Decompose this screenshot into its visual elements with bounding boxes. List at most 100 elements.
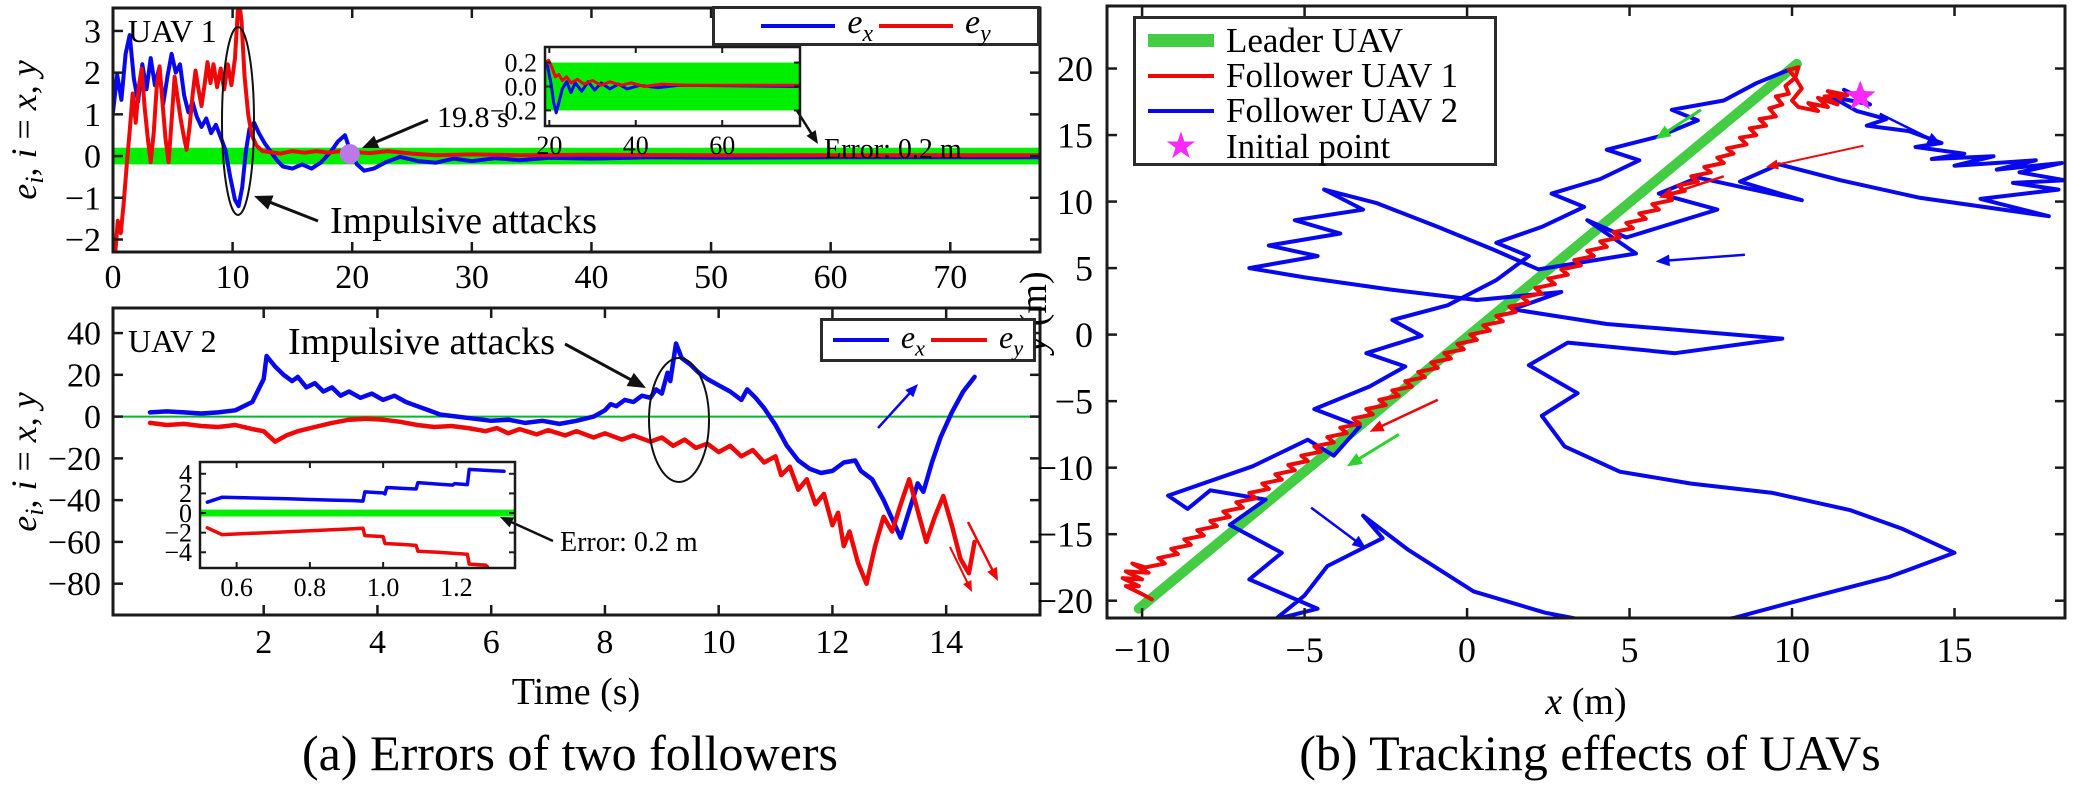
- caption-panel-a: (a) Errors of two followers: [302, 725, 838, 781]
- trajectory-plot-legend-entry-1: Follower UAV 1: [1148, 58, 1458, 93]
- uav1-error-plot-legend-entry-1: ey: [879, 5, 991, 47]
- trajectory-plot-legend-line-0: [1148, 34, 1214, 47]
- svg-text:2: 2: [255, 624, 272, 661]
- uav1-ylabel: ei, i = x, y: [4, 60, 49, 200]
- svg-text:0: 0: [1075, 315, 1093, 355]
- uav1-error-plot-legend: ex ey: [712, 3, 1040, 47]
- uav1-annotation-impulsive: Impulsive attacks: [330, 200, 597, 242]
- uav2-inset-ticks: [200, 462, 515, 568]
- svg-text:6: 6: [483, 624, 500, 661]
- uav2-error-plot-series-ey: [147, 416, 977, 586]
- uav2-error-plot-legend-label-1: ey: [999, 318, 1024, 360]
- svg-text:0: 0: [84, 139, 101, 176]
- svg-text:−5: −5: [1055, 381, 1093, 421]
- svg-text:8: 8: [596, 624, 613, 661]
- recovery-point-19-8s: [339, 143, 360, 164]
- uav2-inset-error-band: [200, 509, 515, 517]
- svg-text:−2: −2: [164, 519, 192, 548]
- uav2-error-plot-legend-line-1: [931, 338, 987, 342]
- svg-text:−4: −4: [164, 538, 192, 567]
- uav1-inset-error-label: Error: 0.2 m: [824, 134, 962, 165]
- uav2-error-plot-series-ex: [147, 341, 977, 540]
- uav1-error-plot-frame: [111, 6, 1042, 254]
- svg-text:1.2: 1.2: [440, 573, 473, 602]
- svg-text:4: 4: [369, 624, 386, 661]
- uav2-title: UAV 2: [128, 323, 217, 359]
- trajectory-plot-ticks: [1107, 6, 2065, 618]
- trajectory-xlabel: x (m): [1544, 681, 1626, 723]
- svg-text:60: 60: [709, 131, 735, 160]
- uav2-error-plot-data-area: [113, 341, 1040, 586]
- svg-text:−5: −5: [1285, 630, 1323, 670]
- uav2-attack-ellipse: [648, 357, 710, 483]
- uav1-inset: 20 40 60 0.20.0−0.2: [490, 45, 802, 160]
- uav1-error-plot-legend-label-0: ex: [847, 3, 873, 47]
- svg-text:3: 3: [84, 14, 101, 51]
- svg-text:−20: −20: [1037, 581, 1093, 621]
- svg-text:50: 50: [694, 259, 728, 296]
- uav1-inset-tick-labels: 20 40 60 0.20.0−0.2: [490, 48, 735, 160]
- uav2-inset-tick-labels: 0.6 0.8 1.0 1.2 420−2−4: [164, 460, 472, 602]
- trajectory-plot-tick-labels: −10 −5 0 5 10 15 20 15 10 5 0 −5 −10 −15 −20: [1037, 49, 1973, 670]
- uav2-inset-frame: [198, 460, 517, 570]
- svg-text:−80: −80: [48, 566, 101, 603]
- uav2-error-plot-ticks: [113, 308, 1040, 615]
- svg-text:70: 70: [933, 259, 967, 296]
- svg-text:15: 15: [1057, 115, 1093, 155]
- svg-text:−0.2: −0.2: [490, 96, 537, 125]
- uav1-inset-data-area: [545, 58, 800, 115]
- uav1-error-plot-legend-line-1: [879, 24, 953, 28]
- caption-panel-b: (b) Tracking effects of UAVs: [1299, 725, 1881, 781]
- svg-text:0: 0: [84, 399, 101, 436]
- svg-text:−2: −2: [65, 222, 101, 259]
- initial-point-star-icon: ★: [1164, 126, 1198, 167]
- svg-text:5: 5: [1621, 630, 1639, 670]
- uav1-attack-ellipse: [221, 26, 255, 216]
- uav2-inset-series-ey-zoom: [205, 526, 490, 568]
- trajectory-plot-legend-line-2: [1148, 108, 1214, 113]
- svg-text:10: 10: [1774, 630, 1810, 670]
- uav1-inset-ticks: [545, 47, 800, 126]
- svg-text:10: 10: [216, 259, 250, 296]
- svg-text:10: 10: [1057, 182, 1093, 222]
- uav2-inset-series-ex-zoom: [205, 467, 506, 504]
- uav2-error-plot-legend: ex ey: [820, 318, 1036, 362]
- svg-text:40: 40: [574, 259, 608, 296]
- svg-text:0.6: 0.6: [220, 573, 253, 602]
- trajectory-plot-legend-label-3: Initial point: [1226, 127, 1391, 166]
- uav2-error-plot-legend-entry-0: ex: [832, 321, 925, 360]
- svg-text:0.0: 0.0: [505, 72, 538, 101]
- uav2-inset-error-label: Error: 0.2 m: [560, 527, 698, 558]
- uav1-inset-series-ey-zoom: [545, 58, 800, 88]
- svg-text:30: 30: [455, 259, 489, 296]
- svg-text:1: 1: [84, 97, 101, 134]
- svg-text:12: 12: [815, 624, 849, 661]
- uav2-error-plot-frame: [111, 306, 1042, 617]
- svg-text:0: 0: [179, 499, 192, 528]
- trajectory-plot-series-follower-uav-2: [1166, 67, 2065, 618]
- trajectory-plot-legend-label-0: Leader UAV: [1226, 21, 1404, 60]
- uav1-error-plot-legend-entry-0: ex: [761, 3, 873, 47]
- svg-text:0.2: 0.2: [505, 48, 538, 77]
- svg-text:−10: −10: [1037, 448, 1093, 488]
- uav2-inset-data-area: [200, 467, 515, 568]
- trajectory-plot-legend-label-2: Follower UAV 2: [1226, 91, 1459, 130]
- svg-text:40: 40: [67, 316, 101, 353]
- svg-text:0: 0: [105, 259, 122, 296]
- svg-text:2: 2: [84, 55, 101, 92]
- trajectory-plot-legend-label-1: Follower UAV 1: [1226, 56, 1459, 95]
- svg-text:−1: −1: [65, 180, 101, 217]
- svg-text:1.0: 1.0: [367, 573, 400, 602]
- svg-text:40: 40: [623, 131, 649, 160]
- trajectory-plot-legend-line-1: [1148, 73, 1214, 78]
- svg-text:60: 60: [814, 259, 848, 296]
- svg-text:5: 5: [1075, 248, 1093, 288]
- trajectory-plot-frame: [1105, 4, 2067, 620]
- svg-text:−60: −60: [48, 524, 101, 561]
- uav1-error-plot-legend-line-0: [761, 24, 836, 28]
